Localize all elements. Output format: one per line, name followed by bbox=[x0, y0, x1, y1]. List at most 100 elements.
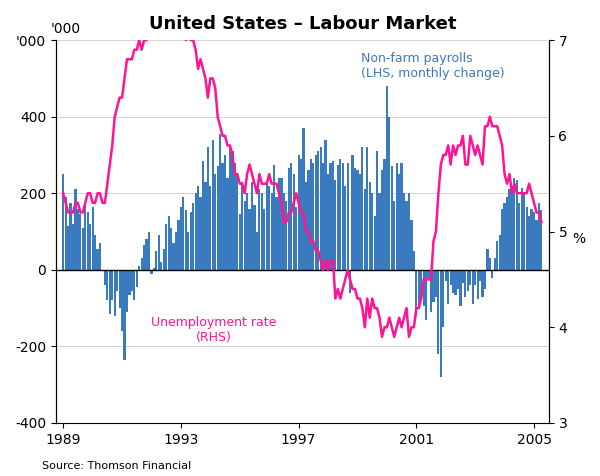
Bar bbox=[74, 189, 77, 270]
Bar bbox=[212, 139, 214, 270]
Title: United States – Labour Market: United States – Labour Market bbox=[149, 15, 456, 33]
Bar bbox=[344, 186, 346, 270]
Bar bbox=[182, 197, 184, 270]
Bar bbox=[356, 170, 359, 270]
Bar bbox=[472, 270, 474, 304]
Bar bbox=[516, 180, 518, 270]
Bar bbox=[266, 184, 268, 270]
Bar bbox=[190, 212, 192, 270]
Bar bbox=[403, 193, 405, 270]
Bar bbox=[273, 165, 275, 270]
Bar bbox=[62, 174, 64, 270]
Bar bbox=[290, 163, 292, 270]
Bar bbox=[205, 182, 206, 270]
Bar bbox=[347, 163, 349, 270]
Text: Source: Thomson Financial: Source: Thomson Financial bbox=[42, 461, 191, 471]
Bar bbox=[317, 151, 319, 270]
Bar bbox=[97, 249, 98, 270]
Bar bbox=[253, 205, 256, 270]
Bar bbox=[442, 270, 445, 327]
Bar bbox=[138, 266, 140, 270]
Bar bbox=[503, 203, 506, 270]
Bar bbox=[487, 249, 488, 270]
Text: Unemployment rate
(RHS): Unemployment rate (RHS) bbox=[151, 316, 276, 344]
Bar bbox=[491, 270, 493, 278]
Bar bbox=[92, 207, 94, 270]
Bar bbox=[395, 163, 398, 270]
Bar bbox=[484, 270, 486, 289]
Bar bbox=[202, 161, 204, 270]
Bar bbox=[268, 186, 270, 270]
Bar bbox=[400, 163, 403, 270]
Bar bbox=[391, 167, 393, 270]
Bar bbox=[415, 270, 418, 316]
Bar bbox=[217, 167, 219, 270]
Bar bbox=[540, 210, 542, 270]
Bar bbox=[420, 270, 422, 300]
Bar bbox=[454, 270, 457, 295]
Bar bbox=[410, 220, 413, 270]
Bar bbox=[158, 236, 160, 270]
Bar bbox=[381, 170, 383, 270]
Bar bbox=[501, 208, 503, 270]
Bar bbox=[379, 193, 380, 270]
Bar bbox=[481, 270, 484, 297]
Bar bbox=[413, 251, 415, 270]
Bar bbox=[325, 139, 326, 270]
Y-axis label: %: % bbox=[572, 231, 585, 246]
Bar bbox=[65, 197, 67, 270]
Bar bbox=[352, 155, 353, 270]
Bar bbox=[77, 208, 79, 270]
Bar bbox=[251, 182, 253, 270]
Bar bbox=[489, 258, 491, 270]
Bar bbox=[119, 270, 121, 308]
Bar bbox=[67, 226, 69, 270]
Bar bbox=[207, 147, 209, 270]
Bar bbox=[167, 216, 170, 270]
Bar bbox=[295, 207, 297, 270]
Bar bbox=[280, 178, 283, 270]
Bar bbox=[165, 224, 167, 270]
Bar bbox=[368, 182, 371, 270]
Bar bbox=[151, 270, 152, 274]
Bar bbox=[271, 193, 273, 270]
Bar bbox=[275, 197, 278, 270]
Bar bbox=[464, 270, 466, 297]
Bar bbox=[322, 163, 324, 270]
Bar bbox=[187, 231, 190, 270]
Bar bbox=[121, 270, 123, 331]
Bar bbox=[288, 169, 290, 270]
Bar bbox=[440, 270, 442, 377]
Bar bbox=[462, 270, 464, 283]
Bar bbox=[124, 270, 125, 360]
Bar bbox=[153, 268, 155, 270]
Bar bbox=[104, 270, 106, 285]
Bar bbox=[256, 231, 258, 270]
Bar bbox=[445, 270, 447, 281]
Bar bbox=[422, 270, 425, 306]
Bar bbox=[393, 201, 395, 270]
Bar bbox=[435, 270, 437, 297]
Bar bbox=[349, 270, 351, 293]
Bar bbox=[72, 224, 74, 270]
Bar bbox=[427, 270, 430, 278]
Bar bbox=[221, 163, 224, 270]
Bar bbox=[99, 243, 101, 270]
Bar bbox=[526, 207, 528, 270]
Bar bbox=[528, 216, 530, 270]
Bar bbox=[457, 270, 459, 289]
Bar bbox=[79, 214, 82, 270]
Bar bbox=[408, 193, 410, 270]
Bar bbox=[523, 193, 526, 270]
Bar bbox=[143, 245, 145, 270]
Bar bbox=[263, 208, 265, 270]
Bar bbox=[518, 203, 520, 270]
Bar bbox=[258, 189, 260, 270]
Bar bbox=[314, 155, 317, 270]
Bar bbox=[106, 270, 109, 300]
Bar bbox=[197, 186, 199, 270]
Bar bbox=[329, 163, 332, 270]
Bar bbox=[474, 270, 476, 285]
Bar bbox=[366, 147, 368, 270]
Bar bbox=[86, 212, 89, 270]
